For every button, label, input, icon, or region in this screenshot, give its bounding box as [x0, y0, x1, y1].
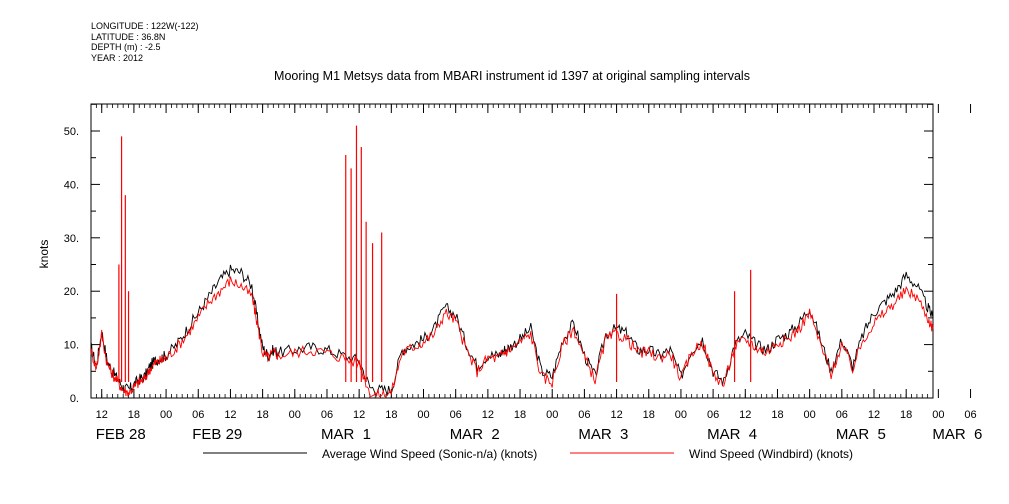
x-day-label: MAR 1 — [321, 426, 371, 443]
x-tick-label: 18 — [385, 409, 397, 421]
x-axis: 12 18 00 06 12 18 00 06 12 18 00 06 12 18 00 06 12 18 00 06… — [96, 104, 982, 443]
x-day-label: MAR 2 — [450, 426, 500, 443]
x-tick-label: 18 — [771, 409, 783, 421]
y-axis: 0. 10. 20. 30. 40. 50. — [64, 103, 933, 405]
legend-label-average-wind-speed: Average Wind Speed (Sonic-n/a) (knots) — [322, 447, 537, 461]
x-tick-label: 06 — [707, 409, 719, 421]
chart-title: Mooring M1 Metsys data from MBARI instru… — [274, 69, 750, 83]
x-day-label: FEB 29 — [192, 426, 242, 443]
x-day-label: MAR 6 — [932, 426, 982, 443]
x-tick-label: 00 — [804, 409, 816, 421]
depth-label: DEPTH (m) : -2.5 — [91, 42, 161, 52]
series-layer — [90, 125, 934, 398]
y-tick-label: 40. — [64, 179, 79, 191]
x-day-label: MAR 5 — [836, 426, 886, 443]
y-tick-label: 10. — [64, 340, 79, 352]
legend: Average Wind Speed (Sonic-n/a) (knots) W… — [203, 447, 853, 461]
x-tick-label: 00 — [932, 409, 944, 421]
series-line-average-wind-speed — [90, 264, 934, 396]
x-tick-label: 18 — [900, 409, 912, 421]
longitude-label: LONGITUDE : 122W(-122) — [91, 21, 199, 31]
x-tick-label: 12 — [868, 409, 880, 421]
x-tick-label: 18 — [128, 409, 140, 421]
x-tick-label: 06 — [836, 409, 848, 421]
y-tick-label: 20. — [64, 286, 79, 298]
latitude-label: LATITUDE : 36.8N — [91, 31, 166, 42]
y-tick-label: 30. — [64, 233, 79, 245]
y-tick-label: 0. — [70, 393, 79, 405]
x-tick-label: 06 — [578, 409, 590, 421]
x-tick-label: 12 — [739, 409, 751, 421]
x-tick-label: 06 — [321, 409, 333, 421]
x-tick-label: 18 — [256, 409, 268, 421]
x-tick-label: 12 — [224, 409, 236, 421]
x-tick-label: 00 — [417, 409, 429, 421]
x-tick-label: 06 — [450, 409, 462, 421]
x-tick-label: 00 — [546, 409, 558, 421]
series-line-windbird-wind-speed — [90, 276, 934, 398]
x-day-label: MAR 3 — [578, 426, 628, 443]
x-tick-label: 00 — [289, 409, 301, 421]
x-tick-label: 00 — [160, 409, 172, 421]
x-tick-label: 18 — [643, 409, 655, 421]
plot-frame — [90, 103, 934, 399]
year-label: YEAR : 2012 — [91, 52, 144, 63]
x-tick-label: 12 — [610, 409, 622, 421]
y-tick-label: 50. — [64, 126, 79, 138]
legend-label-windbird-wind-speed: Wind Speed (Windbird) (knots) — [689, 447, 853, 461]
x-day-label: FEB 28 — [96, 426, 146, 443]
x-day-label: MAR 4 — [707, 426, 757, 443]
x-tick-label: 06 — [964, 409, 976, 421]
x-tick-label: 12 — [96, 409, 108, 421]
x-tick-label: 00 — [675, 409, 687, 421]
metadata-block: LONGITUDE : 122W(-122) LATITUDE : 36.8N … — [91, 21, 199, 63]
x-tick-label: 12 — [482, 409, 494, 421]
x-tick-label: 18 — [514, 409, 526, 421]
minor-ticks — [90, 104, 934, 398]
y-axis-label: knots — [37, 240, 51, 269]
x-tick-label: 12 — [353, 409, 365, 421]
x-tick-label: 06 — [192, 409, 204, 421]
